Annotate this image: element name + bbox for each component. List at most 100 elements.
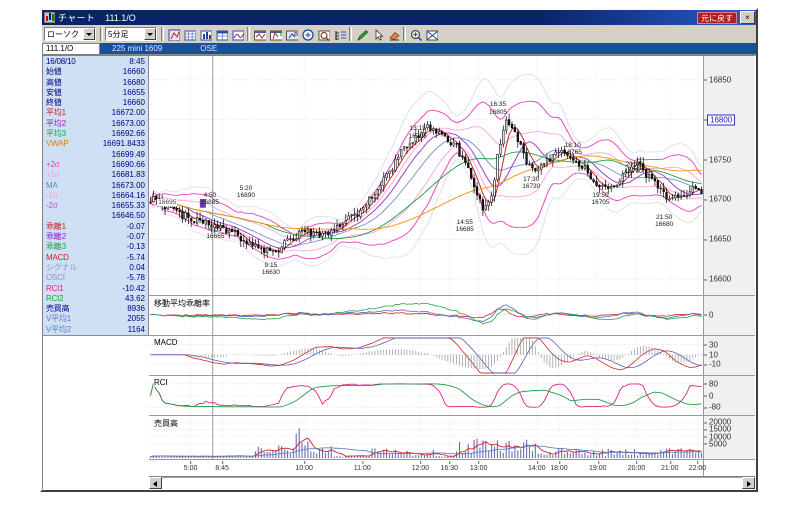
- macd-pane[interactable]: MACD 30 10 -10: [149, 336, 755, 376]
- price-annotation: 4:50 16885: [201, 192, 219, 206]
- annotation-price: 16665: [206, 232, 225, 240]
- annotation-price: 16885: [200, 199, 219, 207]
- rci-pane[interactable]: RCI 80 0 -80: [149, 376, 755, 416]
- deviation-series-layer: [149, 296, 703, 335]
- price-plot[interactable]: 4:50 16885 5:20 16890 4:55 16665 9:15 16630 13:1…: [149, 56, 703, 295]
- sidebar-row: シグナル 0.04: [43, 263, 148, 273]
- horizontal-scrollbar[interactable]: [149, 476, 755, 489]
- rci-plot[interactable]: RCI: [149, 376, 703, 415]
- sidebar-row-value: 0.04: [129, 262, 145, 272]
- chart-settings-icon[interactable]: [284, 26, 299, 42]
- indicator-icon[interactable]: [230, 26, 245, 42]
- deviation-plot[interactable]: 移動平均乖離率: [149, 296, 703, 335]
- annotation-price: 16890: [236, 192, 255, 200]
- scroll-right-button[interactable]: [742, 477, 755, 489]
- sidebar-row-key: VWAP: [46, 139, 69, 149]
- panel-axis-tick: 20000: [703, 417, 732, 427]
- annotation-time: 4:55: [209, 225, 222, 233]
- bar-compare-icon[interactable]: [198, 26, 213, 42]
- sidebar-row-key: RCI2: [46, 293, 64, 303]
- volume-pane[interactable]: 売買高 20000 15000 10000 5000: [149, 416, 755, 460]
- time-axis-tick: 16:30: [440, 461, 459, 472]
- grid-icon[interactable]: [182, 26, 197, 42]
- sidebar-row-key: 売買高: [46, 304, 70, 314]
- sidebar-row: -2σ 16655.33: [43, 201, 148, 211]
- sidebar-row-value: 16691.8433: [102, 139, 145, 149]
- pointer-icon[interactable]: [370, 26, 385, 42]
- scroll-left-button[interactable]: [149, 477, 162, 489]
- scroll-track[interactable]: [162, 477, 742, 489]
- chart-type-dropdown[interactable]: ローソク: [44, 27, 96, 41]
- volume-plot[interactable]: 売買高: [149, 416, 703, 459]
- sidebar-row-key: 平均1: [46, 108, 66, 118]
- close-button[interactable]: ×: [740, 11, 755, 24]
- sidebar-row: RCI2 43.62: [43, 294, 148, 304]
- time-axis-tick: 5:00: [183, 461, 198, 472]
- zoom-circle-icon[interactable]: [300, 26, 315, 42]
- sidebar-row-key: 始値: [46, 67, 62, 77]
- deviation-axis: 0: [703, 296, 755, 335]
- time-axis-ticks: 5:00 8:45 10:00 11:00 12:00 13:00 14:00 16:30 18…: [149, 460, 706, 476]
- volume-series-layer: [149, 416, 703, 459]
- sidebar-row-key: -1σ: [46, 190, 58, 200]
- panel-axis-tick: 10: [704, 350, 718, 360]
- chevron-down-icon[interactable]: [83, 28, 95, 40]
- time-axis-tick: 8:45: [215, 461, 229, 472]
- zoom-in-icon[interactable]: [408, 26, 423, 42]
- period-value: 5分足: [108, 29, 129, 39]
- sidebar-row: 平均1 16672.00: [43, 108, 148, 118]
- sidebar-row-key: +1σ: [46, 170, 60, 180]
- sidebar-row-value: 16655: [122, 87, 145, 97]
- symbol-code-input[interactable]: 111.1/O: [42, 42, 100, 55]
- annotation-price: 16730: [522, 182, 541, 190]
- zoom-out-icon[interactable]: [424, 26, 439, 42]
- annotation-price: 16765: [563, 149, 582, 157]
- sidebar-row-value: 8936: [127, 304, 145, 314]
- window-title-code: 111.1/O: [105, 12, 136, 23]
- price-annotation: 4:55 16665: [206, 226, 224, 240]
- symbol-market: OSE: [200, 44, 218, 53]
- sidebar-row: MA 16673.00: [43, 181, 148, 191]
- price-pane[interactable]: 4:50 16885 5:20 16890 4:55 16665 9:15 16630 13:1…: [149, 56, 755, 296]
- sidebar-row: 売買高 8936: [43, 304, 148, 314]
- cursor-select-icon[interactable]: [166, 26, 181, 42]
- restore-badge[interactable]: 元に戻す: [697, 11, 737, 24]
- annotation-price: 16795: [408, 132, 427, 140]
- sidebar-row-value: 16699.49: [111, 149, 145, 159]
- price-axis: 16850168001675016700166501660016800: [703, 56, 755, 295]
- sidebar-date: 16/08/10: [46, 57, 76, 66]
- sidebar-row-key: 平均2: [46, 118, 66, 128]
- title-bar: チャート 111.1/O 元に戻す ×: [42, 10, 756, 25]
- chart-window: チャート 111.1/O 元に戻す × ローソク 5分足: [40, 8, 758, 492]
- macd-plot[interactable]: MACD: [149, 336, 703, 375]
- overlay-chart-icon[interactable]: [252, 26, 267, 42]
- sidebar-row: 乖離3 -0.13: [43, 242, 148, 252]
- axis-scale-icon[interactable]: [332, 26, 347, 42]
- quote-sidebar: 16/08/10 8:45 始値 16660 高値 16680 安値 16655 終値 166…: [43, 56, 149, 337]
- sidebar-row-key: MA: [46, 180, 58, 190]
- price-axis-tick: 16750: [703, 155, 732, 165]
- sidebar-row: 平均3 16692.66: [43, 129, 148, 139]
- panel-axis-tick: 15000: [703, 424, 732, 434]
- window-title: チャート: [58, 13, 96, 23]
- chevron-down-icon[interactable]: [144, 28, 156, 40]
- macd-pane-title: MACD: [153, 338, 179, 347]
- sidebar-row-key: OSCI: [46, 273, 65, 283]
- sidebar-row-key: RCI1: [46, 283, 64, 293]
- annotation-time: 20:30: [625, 161, 642, 169]
- table-icon[interactable]: [214, 26, 229, 42]
- eraser-icon[interactable]: [386, 26, 401, 42]
- sidebar-row-key: V平均1: [46, 314, 71, 324]
- time-axis-tick: 22:00: [688, 461, 707, 472]
- sidebar-row: +1σ 16681.83: [43, 170, 148, 180]
- magnify-chart-icon[interactable]: [316, 26, 331, 42]
- chart-window-icon[interactable]: [268, 26, 283, 42]
- pencil-icon[interactable]: [354, 26, 369, 42]
- annotation-price: 16780: [624, 168, 643, 176]
- sidebar-row-value: -10.42: [122, 283, 145, 293]
- sidebar-row: 安値 16655: [43, 88, 148, 98]
- period-dropdown[interactable]: 5分足: [105, 27, 157, 41]
- deviation-pane[interactable]: 移動平均乖離率 0: [149, 296, 755, 336]
- time-axis-tick: 12:00: [411, 461, 430, 472]
- panel-axis-tick: 80: [704, 379, 718, 389]
